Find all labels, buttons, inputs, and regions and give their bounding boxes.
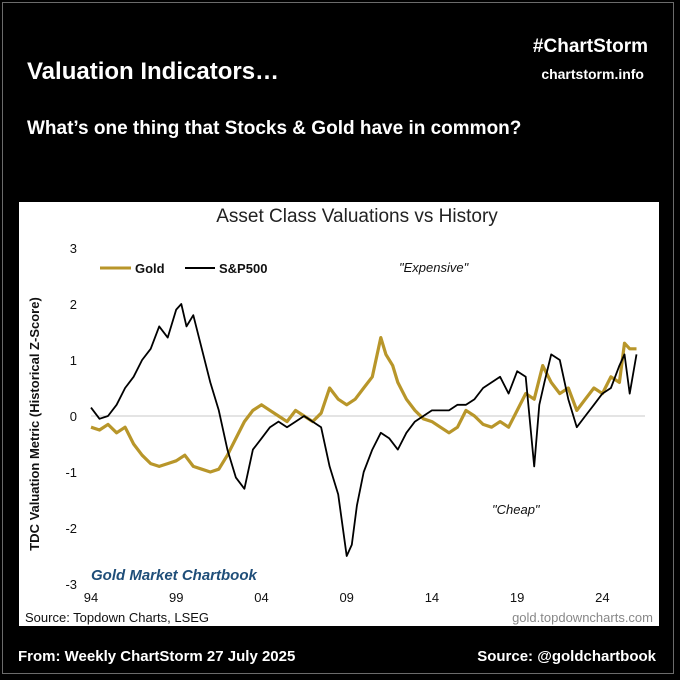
legend-label-sp500: S&P500 [219, 261, 267, 276]
y-tick-label: 0 [70, 409, 77, 424]
gold-series-line [90, 336, 637, 474]
y-axis-label: TDC Valuation Metric (Historical Z-Score… [27, 297, 42, 551]
watermark-label: Gold Market Chartbook [91, 567, 258, 584]
y-tick-label: -2 [65, 521, 77, 536]
sp500-series-line [90, 303, 638, 557]
y-tick-label: -1 [65, 465, 77, 480]
y-tick-label: 1 [70, 353, 77, 368]
legend-label-gold: Gold [135, 261, 165, 276]
x-tick-label: 24 [595, 590, 609, 605]
footer-from: From: Weekly ChartStorm 27 July 2025 [18, 648, 296, 665]
x-tick-label: 99 [169, 590, 183, 605]
outer-frame [2, 2, 674, 674]
source-left: Source: Topdown Charts, LSEG [25, 610, 209, 625]
x-tick-label: 04 [254, 590, 268, 605]
legend: Gold S&P500 [100, 261, 267, 276]
chart-title: Asset Class Valuations vs History [216, 206, 498, 227]
y-tick-label: 3 [70, 241, 77, 256]
brand-tag: #ChartStorm [532, 36, 648, 57]
page-question: What’s one thing that Stocks & Gold have… [27, 118, 522, 139]
page-headline: Valuation Indicators… [27, 58, 280, 85]
chart-panel: Asset Class Valuations vs History TDC Va… [19, 202, 659, 626]
source-right: gold.topdowncharts.com [512, 610, 653, 625]
x-tick-label: 14 [425, 590, 439, 605]
brand-url: chartstorm.info [541, 66, 644, 82]
y-tick-label: 2 [70, 297, 77, 312]
x-tick-label: 94 [84, 590, 98, 605]
valuation-chart: Asset Class Valuations vs History TDC Va… [25, 206, 653, 625]
x-tick-label: 09 [339, 590, 353, 605]
footer-source: Source: @goldchartbook [477, 648, 656, 665]
annotation-expensive: "Expensive" [399, 260, 470, 275]
x-tick-label: 19 [510, 590, 524, 605]
y-tick-label: -3 [65, 577, 77, 592]
annotation-cheap: "Cheap" [492, 502, 541, 517]
